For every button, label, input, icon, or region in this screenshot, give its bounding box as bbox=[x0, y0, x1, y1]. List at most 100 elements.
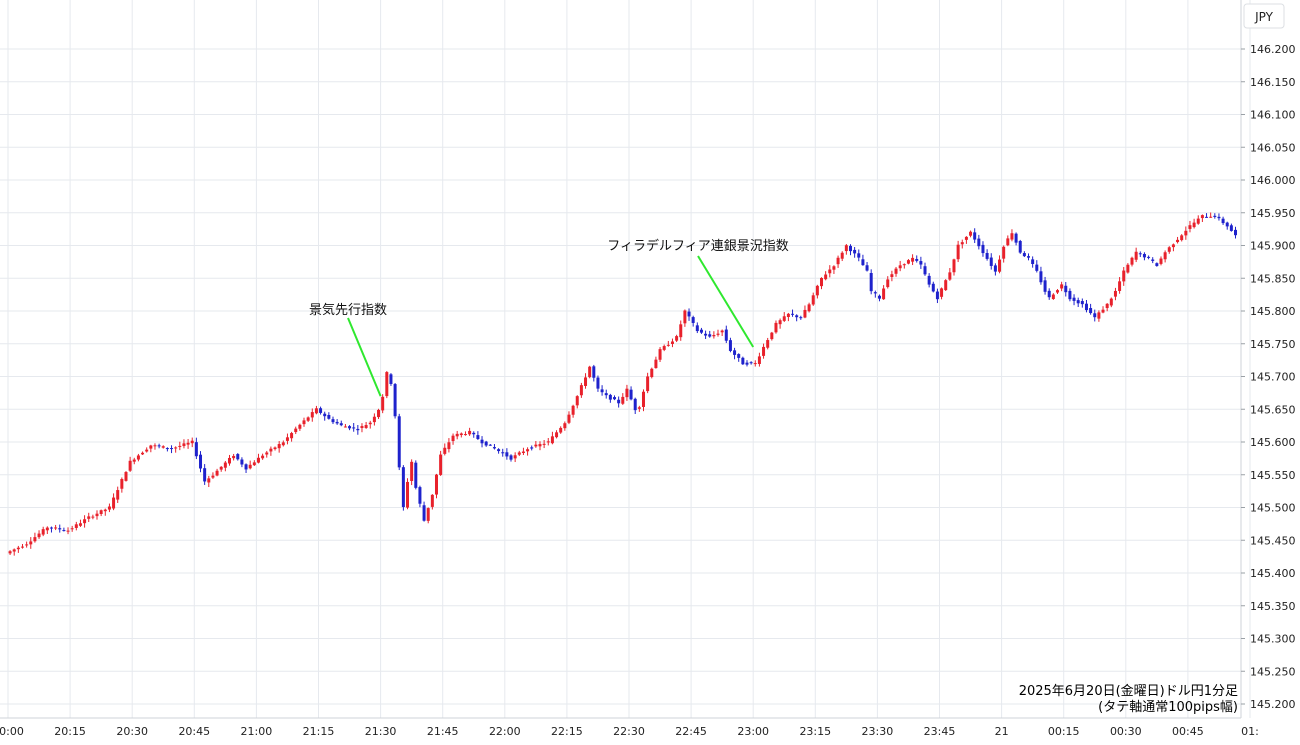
candle-body bbox=[989, 257, 993, 266]
candle-body bbox=[530, 447, 534, 449]
candle-body bbox=[149, 445, 153, 449]
candle-body bbox=[550, 436, 554, 444]
candle-body bbox=[1171, 244, 1175, 248]
candle-body bbox=[397, 416, 401, 468]
candle-body bbox=[977, 238, 981, 247]
candle-body bbox=[931, 283, 935, 292]
candle-body bbox=[240, 459, 244, 465]
candle-body bbox=[1113, 290, 1117, 297]
candle-body bbox=[1093, 313, 1097, 318]
candle-body bbox=[509, 455, 513, 460]
currency-box[interactable] bbox=[1243, 3, 1285, 29]
candle-body bbox=[381, 396, 385, 411]
candle-body bbox=[691, 317, 695, 323]
candle-body bbox=[600, 389, 604, 393]
candle-body bbox=[1167, 247, 1171, 252]
x-tick-label: 21 bbox=[995, 725, 1009, 738]
candle-body bbox=[906, 260, 910, 264]
candle-body bbox=[468, 430, 472, 435]
candle-body bbox=[269, 448, 273, 452]
candle-body bbox=[120, 479, 124, 489]
y-tick-label: 146.150 bbox=[1250, 76, 1296, 89]
y-tick-label: 145.350 bbox=[1250, 600, 1296, 613]
candle-body bbox=[70, 528, 74, 530]
candle-body bbox=[654, 359, 658, 369]
candle-body bbox=[1109, 298, 1113, 306]
candle-body bbox=[1035, 264, 1039, 271]
candle-body bbox=[807, 304, 811, 312]
candle-body bbox=[501, 452, 505, 454]
candle-body bbox=[112, 497, 116, 509]
candle-body bbox=[637, 407, 641, 409]
candle-body bbox=[542, 443, 546, 445]
candle-body bbox=[261, 455, 265, 459]
candle-body bbox=[215, 470, 219, 476]
candle-body bbox=[894, 268, 898, 274]
candle-body bbox=[1180, 235, 1184, 241]
candle-body bbox=[447, 442, 451, 450]
candle-body bbox=[575, 396, 579, 406]
candle-body bbox=[877, 295, 881, 299]
candle-body bbox=[426, 508, 430, 521]
candle-body bbox=[406, 481, 410, 508]
candle-body bbox=[1031, 259, 1035, 265]
candle-body bbox=[882, 288, 886, 300]
x-tick-label: 23:45 bbox=[924, 725, 956, 738]
candle-body bbox=[443, 447, 447, 454]
candle-body bbox=[207, 478, 211, 483]
candle-body bbox=[633, 398, 637, 411]
x-tick-label: 20:30 bbox=[116, 725, 148, 738]
y-tick-label: 145.400 bbox=[1250, 567, 1296, 580]
candle-body bbox=[902, 264, 906, 266]
candle-body bbox=[1126, 264, 1130, 273]
candle-body bbox=[658, 349, 662, 360]
candle-body bbox=[244, 464, 248, 470]
candle-body bbox=[323, 413, 327, 417]
candle-body bbox=[281, 442, 285, 446]
candle-body bbox=[145, 449, 149, 452]
candle-body bbox=[1205, 216, 1209, 218]
y-tick-label: 146.050 bbox=[1250, 141, 1296, 154]
candle-body bbox=[985, 253, 989, 259]
candle-body bbox=[840, 252, 844, 259]
candle-body bbox=[62, 530, 66, 532]
candle-body bbox=[940, 288, 944, 297]
candle-body bbox=[579, 385, 583, 396]
candle-body bbox=[480, 439, 484, 444]
candle-body bbox=[49, 527, 53, 529]
candle-body bbox=[439, 454, 443, 475]
candle-body bbox=[91, 516, 95, 518]
candle-body bbox=[919, 261, 923, 265]
candle-body bbox=[811, 295, 815, 305]
candle-body bbox=[749, 362, 753, 364]
candle-body bbox=[41, 529, 45, 535]
candle-body bbox=[252, 462, 256, 466]
candle-body bbox=[1134, 251, 1138, 260]
candle-body bbox=[873, 292, 877, 294]
candle-body bbox=[66, 530, 70, 532]
candle-body bbox=[232, 455, 236, 459]
candle-body bbox=[203, 468, 207, 482]
candle-body bbox=[385, 372, 389, 397]
candle-body bbox=[1221, 218, 1225, 224]
candle-body bbox=[559, 427, 563, 433]
candle-body bbox=[886, 279, 890, 288]
candle-body bbox=[199, 454, 203, 469]
candle-body bbox=[1209, 216, 1213, 218]
candle-body bbox=[422, 505, 426, 521]
candle-body bbox=[762, 346, 766, 356]
currency-label: JPY bbox=[1254, 10, 1274, 24]
candle-body bbox=[563, 423, 567, 429]
candle-body bbox=[356, 428, 360, 431]
candle-body bbox=[1196, 218, 1200, 224]
candle-body bbox=[608, 394, 612, 400]
candle-body bbox=[190, 440, 194, 444]
candle-body bbox=[54, 527, 58, 529]
candle-body bbox=[124, 472, 128, 481]
candle-body bbox=[683, 310, 687, 324]
y-tick-label: 145.500 bbox=[1250, 502, 1296, 515]
candle-body bbox=[455, 433, 459, 437]
candle-body bbox=[29, 541, 33, 545]
candle-body bbox=[1097, 312, 1101, 319]
candle-body bbox=[646, 376, 650, 392]
